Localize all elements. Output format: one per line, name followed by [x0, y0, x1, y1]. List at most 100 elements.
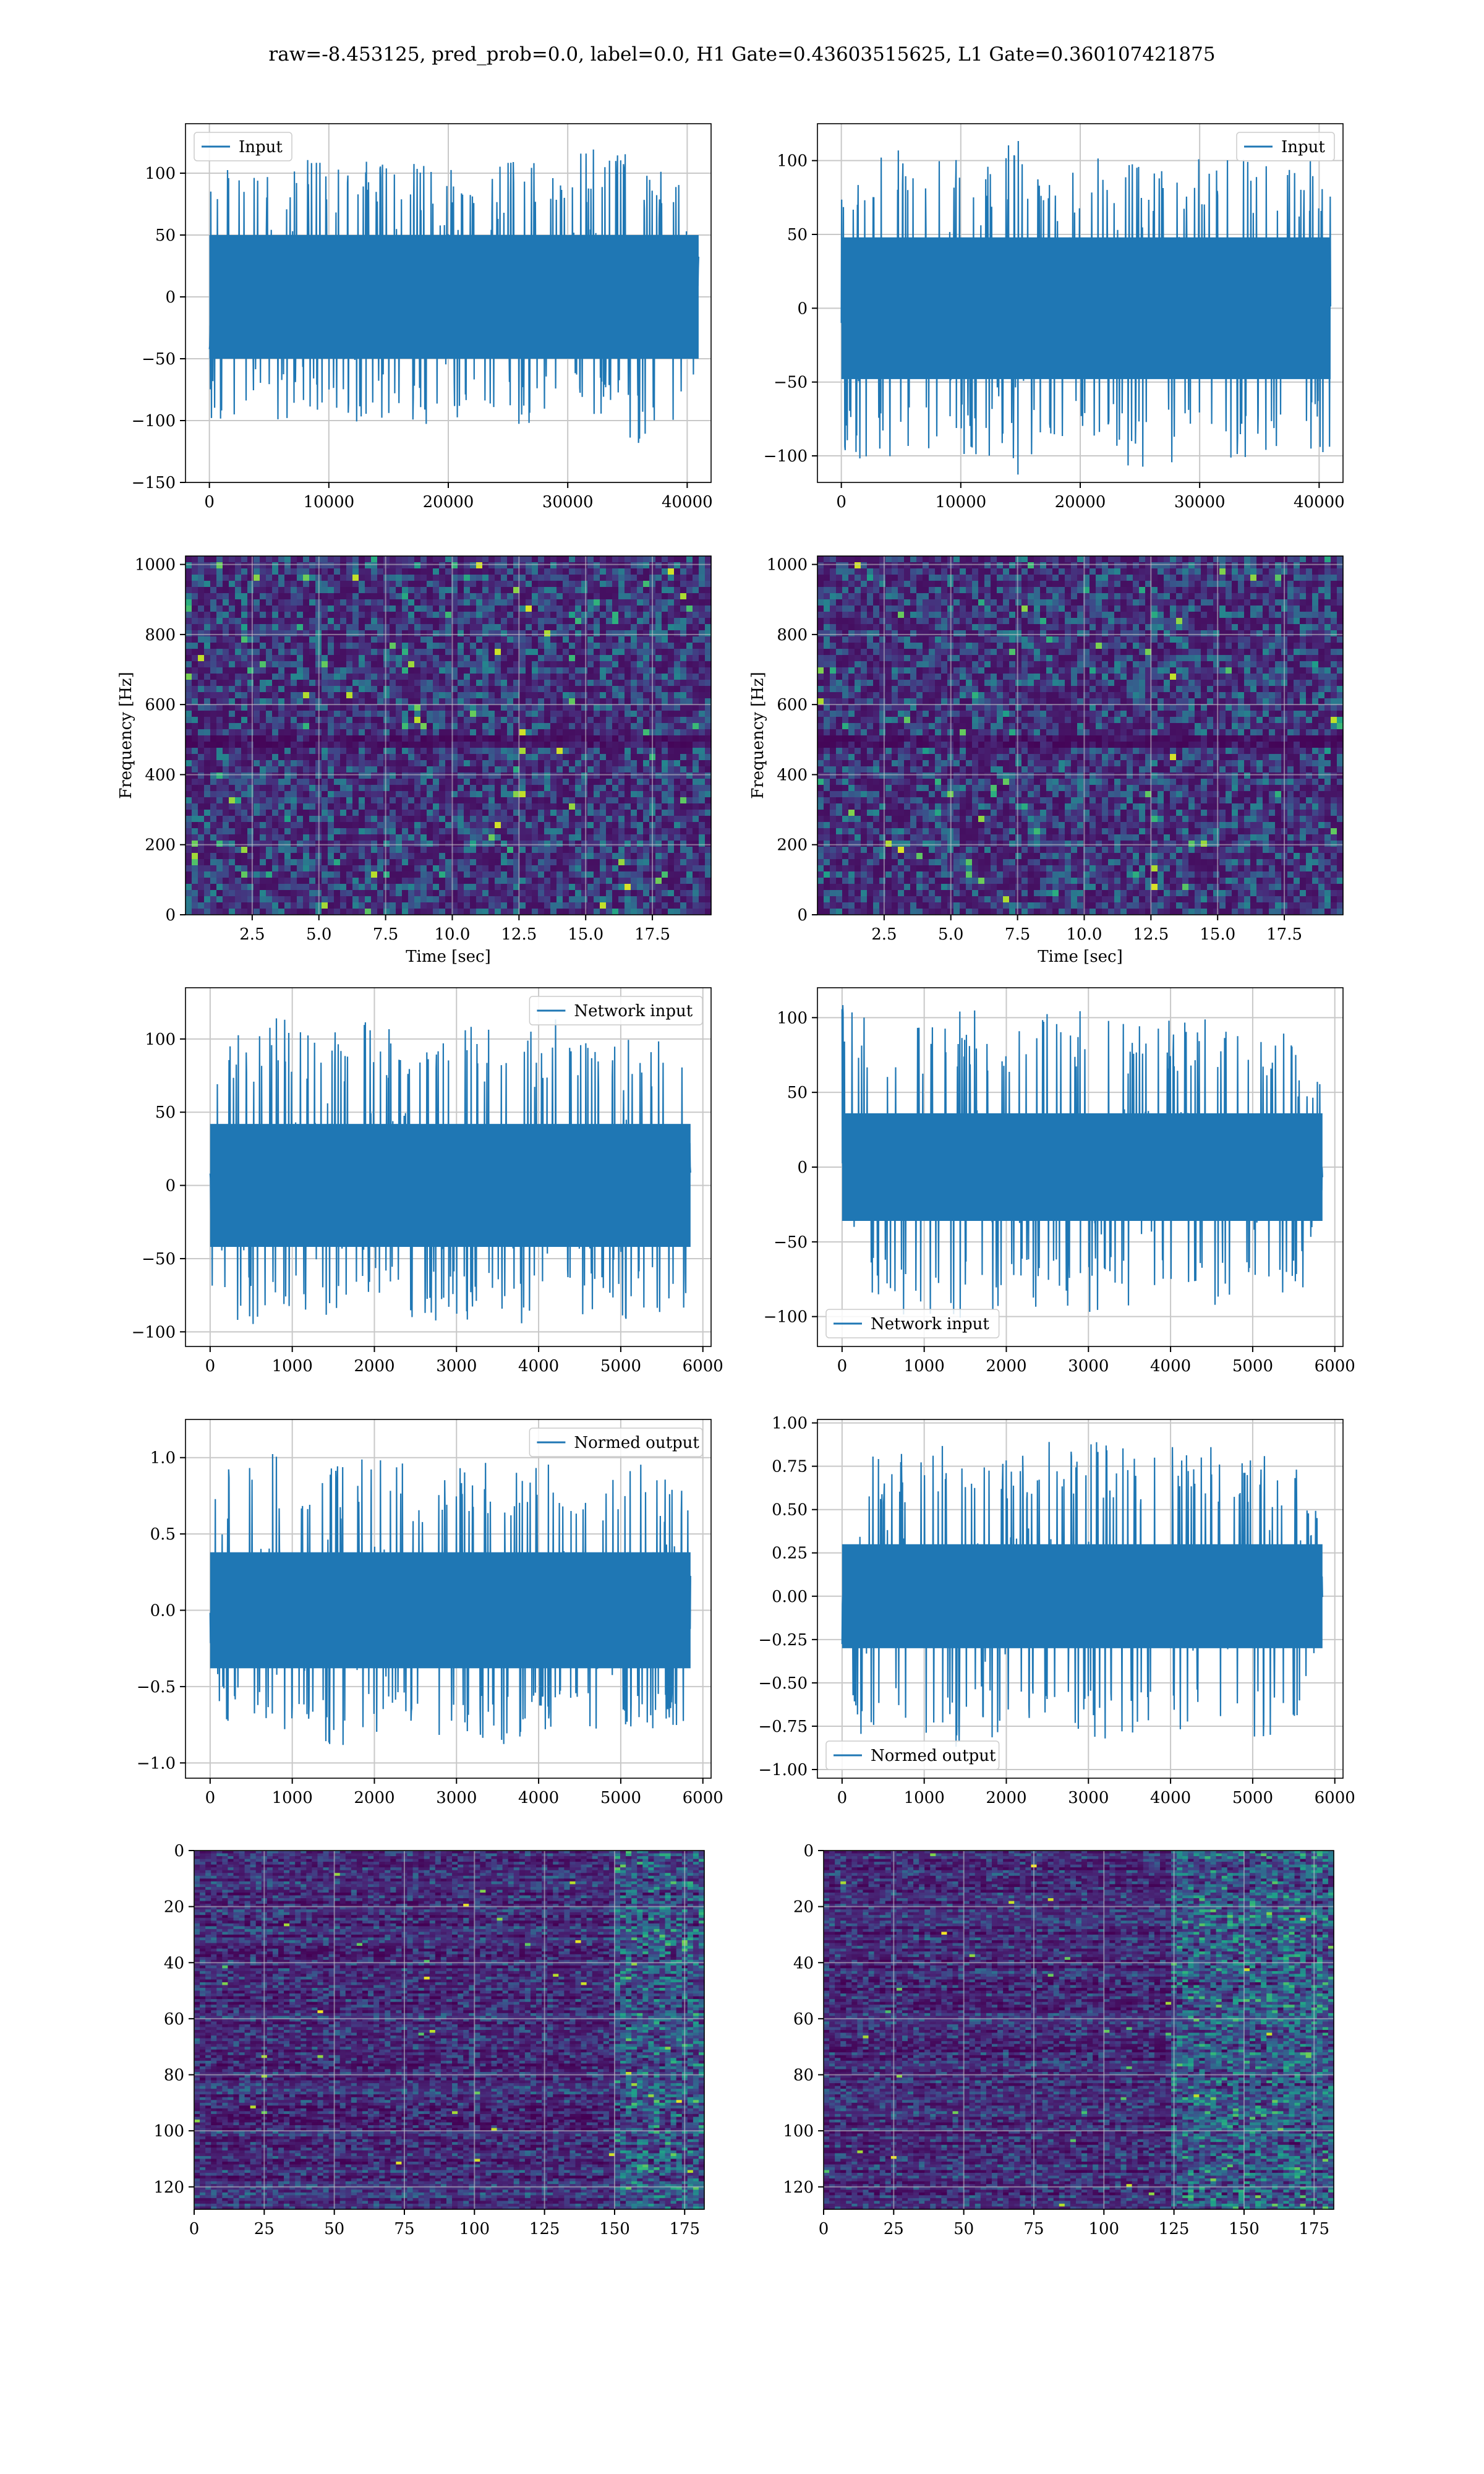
heatmap-cell — [433, 878, 440, 884]
heatmap-cell — [556, 624, 563, 631]
heatmap-cell — [284, 773, 291, 779]
heatmap-cell — [600, 828, 607, 835]
heatmap-cell — [371, 785, 378, 792]
heatmap-cell — [686, 773, 693, 779]
heatmap-cell — [458, 890, 464, 897]
heatmap-cell — [278, 810, 285, 816]
heatmap-cell — [216, 624, 223, 631]
heatmap-cell — [340, 766, 347, 773]
heatmap-cell — [495, 871, 501, 878]
heatmap-cell — [340, 902, 347, 909]
heatmap-cell — [625, 674, 631, 680]
heatmap-cell — [538, 649, 545, 656]
heatmap-cell — [439, 896, 446, 903]
heatmap-cell — [216, 902, 223, 909]
heatmap-cell — [402, 884, 409, 891]
heatmap-cell — [631, 618, 638, 625]
heatmap-cell — [241, 686, 248, 693]
heatmap-cell — [365, 834, 372, 841]
heatmap-cell — [328, 704, 335, 711]
heatmap-cell — [414, 556, 421, 563]
heatmap-cell — [229, 556, 236, 563]
heatmap-cell — [309, 865, 316, 872]
heatmap-cell — [365, 785, 372, 792]
heatmap-cell — [612, 822, 619, 829]
heatmap-cell — [686, 575, 693, 581]
heatmap-cell — [247, 655, 254, 662]
heatmap-cell — [241, 624, 248, 631]
heatmap-cell — [433, 853, 440, 860]
heatmap-cell — [668, 624, 675, 631]
heatmap-cell — [241, 568, 248, 575]
heatmap-cell — [328, 587, 335, 594]
heatmap-cell — [618, 779, 625, 785]
heatmap-cell — [600, 661, 607, 668]
heatmap-cell — [402, 556, 409, 563]
heatmap-cell — [414, 729, 421, 736]
heatmap-cell — [705, 791, 712, 798]
heatmap-cell — [297, 878, 304, 884]
heatmap-cell — [186, 587, 192, 594]
heatmap-cell — [563, 674, 569, 680]
heatmap-cell — [581, 871, 588, 878]
heatmap-cell — [396, 593, 403, 600]
heatmap-cell — [260, 562, 267, 569]
heatmap-cell — [470, 636, 477, 643]
heatmap-cell — [359, 581, 365, 588]
heatmap-cell — [210, 859, 217, 866]
heatmap-cell — [371, 587, 378, 594]
heatmap-cell — [569, 581, 576, 588]
heatmap-cell — [352, 630, 359, 637]
heatmap-cell — [686, 674, 693, 680]
heatmap-cell — [328, 593, 335, 600]
heatmap-cell — [223, 599, 229, 606]
heatmap-cell — [693, 636, 699, 643]
heatmap-cell — [260, 556, 267, 563]
heatmap-cell — [470, 841, 477, 847]
heatmap-cell — [482, 871, 489, 878]
heatmap-cell — [427, 865, 433, 872]
heatmap-cell — [655, 723, 662, 730]
heatmap-cell — [693, 587, 699, 594]
heatmap-cell — [445, 593, 452, 600]
heatmap-cell — [643, 896, 650, 903]
heatmap-cell — [420, 766, 427, 773]
heatmap-cell — [303, 655, 310, 662]
heatmap-cell — [637, 717, 644, 724]
heatmap-cell — [705, 723, 712, 730]
heatmap-cell — [668, 575, 675, 581]
heatmap-cell — [192, 816, 198, 823]
heatmap-cell — [340, 655, 347, 662]
heatmap-cell — [390, 828, 396, 835]
heatmap-cell — [519, 599, 526, 606]
heatmap-cell — [550, 785, 557, 792]
heatmap-cell — [680, 896, 687, 903]
heatmap-cell — [575, 773, 582, 779]
heatmap-cell — [618, 618, 625, 625]
heatmap-cell — [705, 785, 712, 792]
heatmap-cell — [631, 593, 638, 600]
heatmap-cell — [495, 568, 501, 575]
heatmap-cell — [631, 841, 638, 847]
heatmap-cell — [402, 636, 409, 643]
heatmap-cell — [340, 853, 347, 860]
heatmap-cell — [260, 630, 267, 637]
heatmap-cell — [476, 878, 483, 884]
heatmap-cell — [229, 779, 236, 785]
heatmap-cell — [192, 729, 198, 736]
heatmap-cell — [600, 612, 607, 618]
heatmap-cell — [420, 878, 427, 884]
heatmap-cell — [445, 692, 452, 699]
heatmap-cell — [674, 618, 681, 625]
heatmap-cell — [631, 773, 638, 779]
heatmap-cell — [693, 754, 699, 761]
heatmap-cell — [216, 810, 223, 816]
heatmap-cell — [643, 680, 650, 687]
heatmap-cell — [488, 562, 495, 569]
heatmap-cell — [216, 556, 223, 563]
heatmap-cell — [266, 686, 273, 693]
heatmap-cell — [600, 568, 607, 575]
heatmap-cell — [482, 865, 489, 872]
heatmap-cell — [643, 816, 650, 823]
heatmap-cell — [476, 680, 483, 687]
